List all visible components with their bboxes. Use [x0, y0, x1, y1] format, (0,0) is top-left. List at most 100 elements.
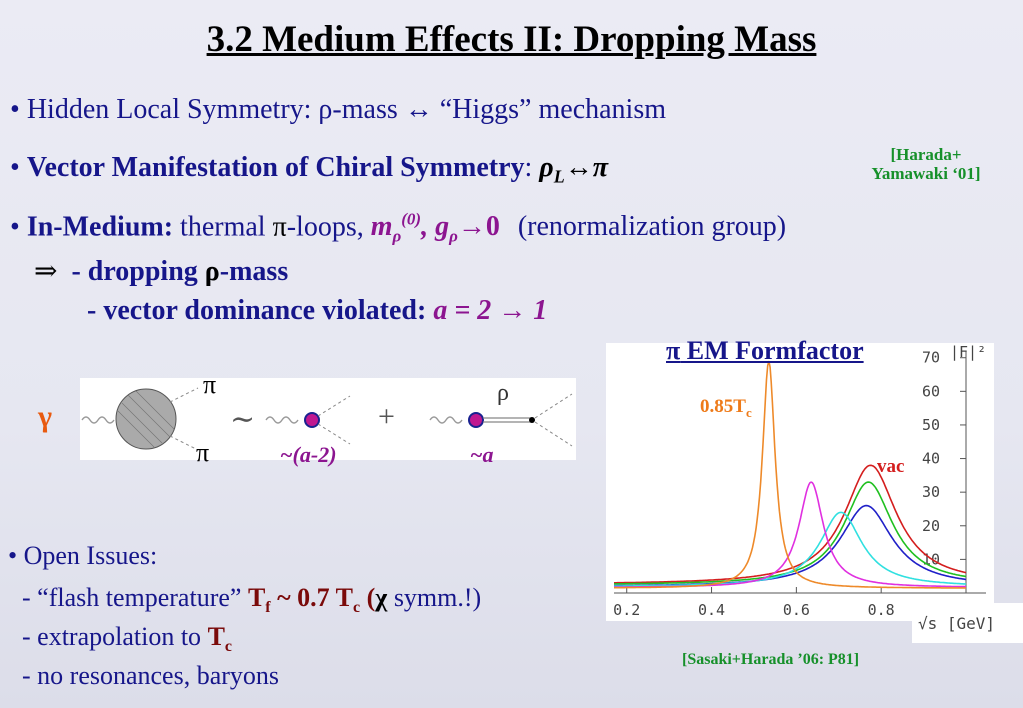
open-issue-extrapolation: - extrapolation to Tc [22, 622, 232, 656]
x-axis-label-box [912, 603, 1023, 643]
f-sub: f [265, 599, 271, 617]
to-zero: →0 [457, 211, 500, 243]
citation-line1: [Harada+ [890, 145, 962, 164]
bullet1-text-b: -mass ↔ “Higgs” mechanism [332, 94, 666, 125]
extrapolation-text: - extrapolation to [22, 622, 208, 651]
pi-symbol: π [272, 211, 287, 243]
plot-title-text: EM Formfactor [680, 336, 864, 365]
rho-symbol: ρ [204, 256, 220, 287]
renormalization-note: (renormalization group) [517, 211, 787, 243]
y-tick-label: 70 [922, 349, 940, 367]
y-tick-label: 50 [922, 416, 940, 434]
y-axis-label: |F|² [950, 343, 987, 361]
bullet-dot: • [10, 152, 20, 183]
implies-line-2: - vector dominance violated: a = 2 → 1 [87, 295, 547, 327]
pion-leg-lower [169, 435, 199, 451]
feynman-diagram [80, 378, 576, 460]
bullet-dot: • [10, 211, 20, 243]
citation-line2: Yamawaki ‘01] [871, 164, 981, 183]
bullet-vector-manifestation: • Vector Manifestation of Chiral Symmetr… [10, 152, 608, 188]
label-vac: vac [877, 456, 905, 477]
formfactor-plot: 0.2 0.4 0.6 0.8 10 20 30 40 50 60 70 [606, 343, 994, 621]
form-factor-blob [115, 388, 177, 450]
a-equation: a = 2 → 1 [433, 295, 548, 326]
subscript-L: L [553, 166, 565, 187]
vector-manifestation-label: Vector Manifestation of Chiral Symmetry [26, 152, 525, 183]
citation-sasaki-harada: [Sasaki+Harada ’06: P81] [682, 651, 860, 668]
series-line-2 [614, 504, 967, 587]
series-line-5 [614, 360, 966, 589]
open-issue-flash-temperature: - “flash temperature” Tf ~ 0.7 Tc (χ sym… [22, 583, 481, 617]
series-line-0 [614, 464, 967, 584]
photon-line-3 [429, 416, 463, 424]
x-tick-label: 0.6 [783, 601, 810, 619]
x-tick-label: 0.4 [698, 601, 725, 619]
contact-leg-lower [317, 423, 351, 445]
y-tick-label: 40 [922, 450, 940, 468]
T-c: Tc [335, 583, 360, 616]
blob-hatching [117, 390, 175, 448]
m-rho-symbol: mρ(0), gρ→0 [370, 210, 500, 246]
mass-text: -mass [219, 256, 289, 287]
photon-line-1 [81, 416, 115, 424]
series-line-3 [614, 511, 967, 587]
label-085Tc: 0.85Tc [700, 396, 752, 421]
bullet-in-medium: • In-Medium: thermal π-loops, mρ(0), gρ→… [10, 210, 786, 247]
c-sub: c [353, 599, 361, 617]
feynman-diagram-svg [81, 387, 573, 451]
open-paren: ( [360, 583, 376, 612]
T-c: Tc [208, 622, 232, 655]
implies-arrow: ⇒ [34, 256, 58, 287]
symm-text: symm.!) [387, 583, 482, 612]
approx-value: ~ 0.7 [270, 583, 336, 612]
bullet3-text: thermal [173, 211, 273, 243]
coef-a-minus-2: ~(a-2) [280, 442, 337, 467]
bullet-hidden-local-symmetry: • Hidden Local Symmetry: ρ-mass ↔ “Higgs… [10, 94, 666, 126]
label-085-text: 0.85T [700, 396, 746, 417]
coef-a: ~a [470, 442, 494, 467]
rho-leg-lower [534, 421, 573, 447]
rho-leg-upper [534, 393, 573, 419]
arrow-pi: ↔π [564, 152, 609, 183]
rho-L-symbol: ρL↔π [539, 152, 609, 187]
flash-text: - “flash temperature” [22, 583, 248, 612]
x-tick-label: 0.8 [868, 601, 895, 619]
tilde-symbol: ∼ [230, 403, 256, 436]
photon-line-2 [265, 416, 299, 424]
comma: , [421, 211, 436, 243]
y-tick-label: 60 [922, 382, 940, 400]
m-letter: m [370, 211, 393, 243]
rho-label: ρ [497, 380, 509, 406]
y-tick-label: 30 [922, 483, 940, 501]
x-tick-label: 0.2 [613, 601, 640, 619]
plus-symbol: + [378, 400, 395, 433]
chi-symbol: χ [375, 583, 388, 612]
bullet1-text-a: Hidden Local Symmetry: [26, 94, 319, 125]
contact-vertex [304, 412, 320, 428]
pi-top-label: π [203, 370, 217, 399]
contact-leg-upper [317, 395, 351, 417]
T-f: Tf [247, 583, 271, 616]
T-letter: T [335, 583, 354, 612]
g-sub: ρ [449, 226, 458, 246]
T-letter: T [247, 583, 266, 612]
c-sub: c [224, 638, 233, 656]
colon: : [524, 152, 540, 183]
plot-title: π EM Formfactor [666, 336, 864, 366]
pion-leg-upper [169, 387, 199, 403]
bullet-dot: • [10, 94, 20, 125]
rho-symbol: ρ [318, 94, 333, 125]
label-085-sub: c [745, 404, 752, 420]
citation-harada-yamawaki: [Harada+ Yamawaki ‘01] [846, 145, 1006, 183]
x-axis-label: √s [GeV] [918, 614, 996, 633]
rho-symbol: ρ [539, 152, 554, 183]
rho-pi-vertex [529, 417, 535, 423]
m-sub: ρ [392, 226, 402, 246]
open-issues-header: • Open Issues: [8, 541, 158, 570]
implies-line-1: ⇒ - dropping ρ-mass [34, 254, 288, 288]
open-issue-no-resonances: - no resonances, baryons [22, 661, 280, 690]
gamma-label: γ [38, 400, 53, 433]
m-sup: (0) [401, 210, 422, 229]
vector-dominance-text: - vector dominance violated: [87, 295, 434, 326]
